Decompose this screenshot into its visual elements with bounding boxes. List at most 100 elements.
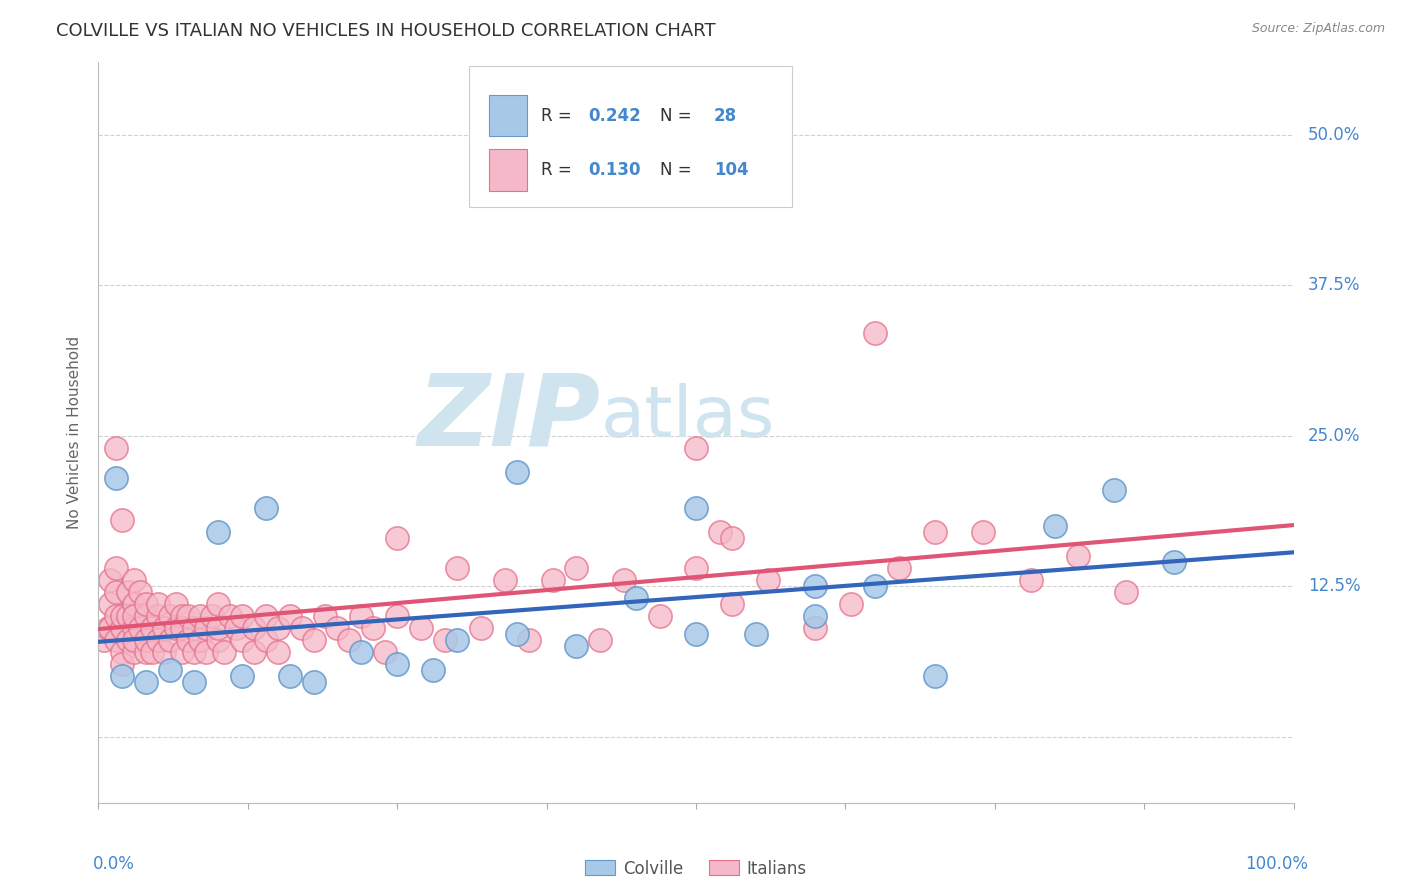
Point (129, 585, 152, 599)
Point (212, 645, 235, 659)
Point (105, 633, 128, 648)
Point (865, 579, 887, 593)
Point (804, 621, 827, 635)
Point (98, 597, 122, 611)
Point (165, 597, 187, 611)
Point (148, 597, 170, 611)
Point (124, 645, 146, 659)
Point (183, 621, 205, 635)
Point (105, 441, 128, 455)
Point (183, 675, 205, 690)
Point (267, 621, 290, 635)
Point (153, 621, 176, 635)
Bar (489, 95, 527, 136)
Point (924, 524, 946, 539)
Point (124, 609, 146, 624)
Point (1067, 549, 1090, 563)
Point (243, 621, 266, 635)
Point (565, 640, 588, 654)
Point (135, 633, 157, 648)
Text: 37.5%: 37.5% (1308, 277, 1361, 294)
Point (207, 621, 229, 635)
Point (494, 573, 516, 587)
Point (148, 633, 170, 648)
Point (326, 621, 349, 635)
Point (385, 657, 409, 672)
Point (685, 561, 707, 575)
Point (613, 573, 636, 587)
Point (195, 621, 218, 635)
Point (374, 645, 396, 659)
Point (889, 561, 911, 575)
Point (254, 500, 277, 515)
Point (188, 609, 211, 624)
Point (385, 609, 409, 624)
Point (201, 609, 224, 624)
Point (111, 657, 134, 672)
Point (111, 669, 134, 683)
Point (135, 645, 157, 659)
Point (207, 633, 229, 648)
Legend: Colville, Italians: Colville, Italians (578, 853, 814, 884)
Point (105, 471, 128, 485)
Point (541, 573, 564, 587)
Point (159, 633, 181, 648)
Point (745, 627, 768, 641)
Text: Source: ZipAtlas.com: Source: ZipAtlas.com (1251, 22, 1385, 36)
Point (153, 645, 176, 659)
Point (1163, 555, 1185, 569)
Point (105, 561, 128, 575)
Point (685, 441, 707, 455)
Point (517, 633, 540, 648)
Point (117, 609, 139, 624)
Point (172, 609, 194, 624)
Point (626, 591, 648, 606)
Point (350, 645, 373, 659)
Text: 100.0%: 100.0% (1244, 855, 1308, 872)
Text: N =: N = (661, 161, 697, 178)
Point (98, 621, 122, 635)
Text: ZIP: ZIP (418, 369, 600, 467)
Point (385, 531, 409, 545)
Point (291, 621, 314, 635)
Point (111, 513, 134, 527)
Point (721, 597, 744, 611)
Point (685, 627, 707, 641)
Point (124, 633, 146, 648)
Point (411, 621, 433, 635)
Point (219, 609, 242, 624)
Point (278, 609, 301, 624)
Point (267, 645, 290, 659)
Point (841, 597, 863, 611)
Point (165, 621, 187, 635)
Text: 104: 104 (714, 161, 748, 178)
Point (129, 621, 152, 635)
Point (117, 633, 139, 648)
Point (506, 465, 529, 479)
Point (865, 326, 887, 341)
Point (339, 633, 361, 648)
Text: 50.0%: 50.0% (1308, 126, 1360, 144)
Point (589, 633, 612, 648)
Point (177, 609, 200, 624)
Text: 0.130: 0.130 (589, 161, 641, 178)
Text: 25.0%: 25.0% (1308, 426, 1361, 444)
Point (363, 621, 385, 635)
Point (117, 585, 139, 599)
Text: 0.0%: 0.0% (93, 855, 135, 872)
Point (159, 664, 181, 678)
Point (709, 524, 731, 539)
Point (302, 633, 325, 648)
Point (972, 524, 994, 539)
Point (141, 621, 163, 635)
Point (648, 609, 672, 624)
Point (111, 645, 134, 659)
Text: 12.5%: 12.5% (1308, 577, 1361, 595)
Point (124, 573, 146, 587)
Point (105, 585, 128, 599)
Text: COLVILLE VS ITALIAN NO VEHICLES IN HOUSEHOLD CORRELATION CHART: COLVILLE VS ITALIAN NO VEHICLES IN HOUSE… (56, 22, 716, 40)
Point (1043, 519, 1066, 533)
Point (254, 633, 277, 648)
Point (506, 627, 529, 641)
Point (804, 579, 827, 593)
